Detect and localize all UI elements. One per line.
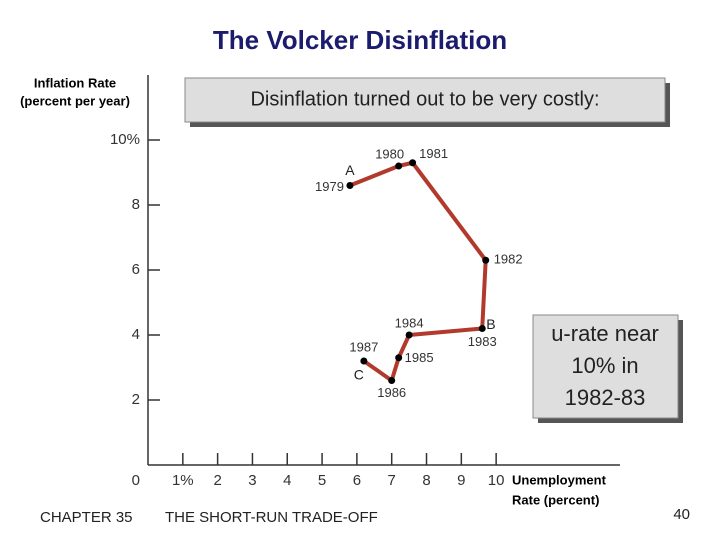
data-point <box>360 357 368 365</box>
point-label: 1982 <box>494 252 523 267</box>
x-axis-label: Rate (percent) <box>512 492 599 507</box>
point-label: 1979 <box>315 179 344 194</box>
data-point <box>388 377 396 384</box>
point-label: 1980 <box>375 146 404 161</box>
callout-text: 1982-83 <box>565 385 646 410</box>
y-axis-label: Inflation Rate <box>34 75 116 90</box>
data-point <box>478 325 486 332</box>
callout-box <box>532 314 679 419</box>
x-tick-label: 10 <box>488 472 505 489</box>
chart-title: The Volcker Disinflation <box>213 25 507 55</box>
page-number: 40 <box>673 506 690 523</box>
data-point <box>405 331 413 339</box>
x-tick-label: 4 <box>283 472 291 489</box>
callout-text: u-rate near <box>551 321 659 346</box>
data-point <box>395 162 403 170</box>
x-tick-label: 3 <box>248 472 256 489</box>
x-tick-label: 7 <box>388 472 396 489</box>
y-tick-label: 2 <box>132 391 140 408</box>
point-letter: B <box>486 316 495 332</box>
data-point <box>482 256 490 264</box>
data-point <box>346 182 354 189</box>
x-tick-label: 5 <box>318 472 326 489</box>
data-point <box>395 354 403 362</box>
y-axis-label: (percent per year) <box>20 93 130 108</box>
point-label: 1987 <box>349 339 378 354</box>
x-tick-label: 2 <box>213 472 221 489</box>
x-axis-label: Unemployment <box>512 472 607 487</box>
point-letter: C <box>354 367 364 383</box>
x-tick-label: 6 <box>353 472 361 489</box>
point-label: 1986 <box>377 385 406 400</box>
y-tick-label: 0 <box>132 472 140 489</box>
y-tick-label: 4 <box>132 326 140 343</box>
y-tick-label: 10% <box>110 131 140 148</box>
callout-box <box>184 77 666 123</box>
x-tick-label: 8 <box>422 472 430 489</box>
point-label: 1983 <box>468 334 497 349</box>
y-tick-label: 6 <box>132 261 140 278</box>
callout-text: 10% in <box>571 353 638 378</box>
point-label: 1984 <box>395 315 424 330</box>
footer-section: THE SHORT-RUN TRADE-OFF <box>165 509 378 526</box>
point-letter: A <box>345 162 355 178</box>
y-tick-label: 8 <box>132 196 140 213</box>
callout-text: Disinflation turned out to be very costl… <box>250 88 599 110</box>
point-label: 1985 <box>405 350 434 365</box>
x-tick-label: 9 <box>457 472 465 489</box>
point-label: 1981 <box>419 146 448 161</box>
x-tick-label: 1% <box>172 472 194 489</box>
data-point <box>409 159 417 167</box>
footer-chapter: CHAPTER 35 <box>40 509 133 526</box>
